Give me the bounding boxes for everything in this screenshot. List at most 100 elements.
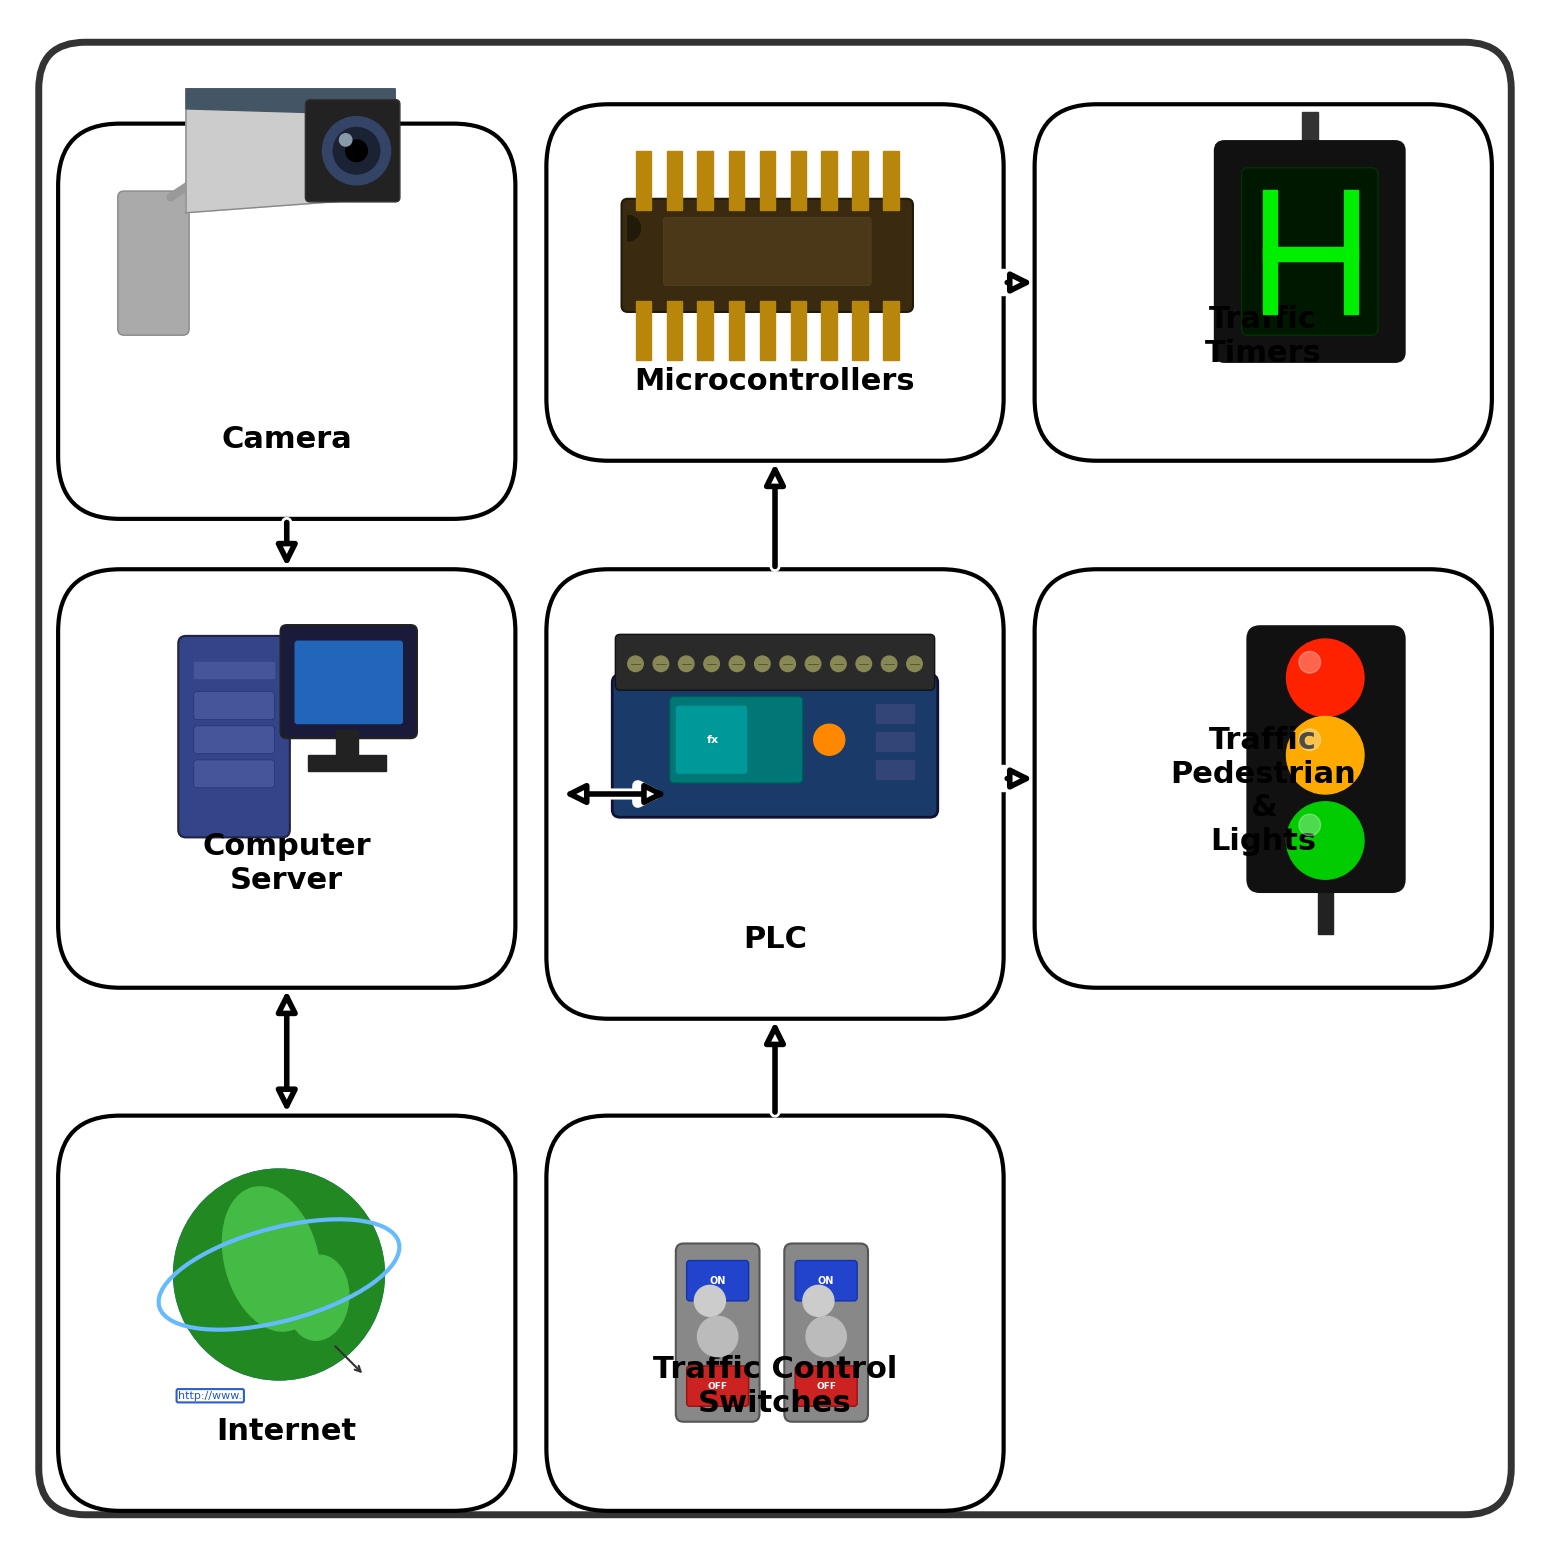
Circle shape — [346, 140, 367, 162]
Bar — [666, 151, 682, 210]
Bar — [636, 301, 651, 360]
Bar — [822, 301, 837, 360]
Polygon shape — [186, 89, 395, 213]
Text: fx: fx — [707, 735, 719, 744]
Circle shape — [1299, 651, 1321, 673]
FancyBboxPatch shape — [1215, 142, 1404, 361]
Bar — [698, 301, 713, 360]
FancyBboxPatch shape — [663, 218, 871, 285]
Circle shape — [806, 655, 822, 671]
Circle shape — [1286, 638, 1364, 716]
FancyBboxPatch shape — [1035, 570, 1491, 987]
Circle shape — [1286, 716, 1364, 794]
FancyBboxPatch shape — [1035, 104, 1491, 461]
Bar — [636, 151, 651, 210]
Circle shape — [653, 655, 668, 671]
Bar — [876, 732, 914, 750]
FancyBboxPatch shape — [687, 1261, 749, 1300]
Bar — [790, 151, 806, 210]
Bar — [336, 730, 358, 758]
FancyBboxPatch shape — [622, 199, 913, 311]
FancyBboxPatch shape — [281, 624, 417, 738]
Bar — [853, 301, 868, 360]
Circle shape — [1299, 814, 1321, 836]
Text: Traffic Control
Switches: Traffic Control Switches — [653, 1355, 897, 1418]
Ellipse shape — [223, 1186, 319, 1331]
Bar — [1302, 112, 1318, 151]
Text: Computer
Server: Computer Server — [203, 831, 370, 895]
Text: OFF: OFF — [817, 1381, 835, 1390]
Bar — [876, 760, 914, 778]
Circle shape — [679, 655, 694, 671]
Circle shape — [174, 1169, 384, 1380]
FancyBboxPatch shape — [676, 705, 747, 774]
FancyBboxPatch shape — [687, 1365, 749, 1406]
FancyBboxPatch shape — [670, 696, 803, 783]
Circle shape — [1286, 802, 1364, 880]
FancyBboxPatch shape — [676, 1244, 760, 1422]
FancyBboxPatch shape — [546, 104, 1004, 461]
Bar — [1318, 872, 1333, 934]
FancyBboxPatch shape — [194, 691, 274, 719]
Circle shape — [339, 134, 352, 146]
Bar — [698, 151, 713, 210]
Circle shape — [806, 1316, 846, 1356]
FancyBboxPatch shape — [194, 726, 274, 754]
Bar — [1263, 190, 1277, 313]
FancyBboxPatch shape — [1242, 168, 1378, 335]
FancyBboxPatch shape — [194, 760, 274, 788]
FancyBboxPatch shape — [615, 634, 935, 690]
Text: Internet: Internet — [217, 1417, 356, 1446]
FancyBboxPatch shape — [1248, 626, 1404, 892]
Bar — [1263, 248, 1358, 262]
Circle shape — [1299, 729, 1321, 750]
Text: OFF: OFF — [708, 1381, 727, 1390]
Bar — [728, 301, 744, 360]
Circle shape — [628, 655, 643, 671]
Text: ON: ON — [710, 1275, 725, 1286]
FancyBboxPatch shape — [178, 635, 290, 838]
Text: Traffic
Timers: Traffic Timers — [1204, 305, 1322, 367]
Text: http://www.: http://www. — [178, 1390, 242, 1401]
FancyBboxPatch shape — [546, 570, 1004, 1018]
Polygon shape — [186, 89, 395, 115]
FancyBboxPatch shape — [59, 1116, 515, 1510]
Circle shape — [322, 117, 391, 185]
Circle shape — [728, 655, 744, 671]
Text: Microcontrollers: Microcontrollers — [634, 366, 916, 395]
Bar — [883, 151, 899, 210]
Bar — [760, 301, 775, 360]
Circle shape — [907, 655, 922, 671]
Circle shape — [882, 655, 897, 671]
FancyBboxPatch shape — [294, 640, 403, 724]
Circle shape — [755, 655, 770, 671]
Bar — [728, 151, 744, 210]
Bar — [790, 301, 806, 360]
Text: PLC: PLC — [742, 925, 808, 953]
Circle shape — [856, 655, 871, 671]
Circle shape — [333, 128, 380, 174]
Bar — [308, 755, 386, 771]
Circle shape — [698, 1316, 738, 1356]
Circle shape — [831, 655, 846, 671]
Wedge shape — [628, 216, 640, 241]
FancyBboxPatch shape — [305, 100, 400, 202]
Text: ON: ON — [818, 1275, 834, 1286]
FancyBboxPatch shape — [546, 1116, 1004, 1510]
Circle shape — [780, 655, 795, 671]
FancyBboxPatch shape — [39, 42, 1511, 1515]
Bar — [883, 301, 899, 360]
Bar — [1344, 190, 1358, 313]
Circle shape — [814, 724, 845, 755]
Circle shape — [704, 655, 719, 671]
FancyBboxPatch shape — [59, 123, 515, 518]
Bar — [666, 301, 682, 360]
FancyBboxPatch shape — [784, 1244, 868, 1422]
Bar — [822, 151, 837, 210]
Bar — [876, 704, 914, 722]
Bar — [853, 151, 868, 210]
Circle shape — [694, 1286, 725, 1316]
FancyBboxPatch shape — [59, 570, 515, 987]
Text: Traffic
Pedestrian
&
Lights: Traffic Pedestrian & Lights — [1170, 726, 1356, 856]
Circle shape — [803, 1286, 834, 1316]
